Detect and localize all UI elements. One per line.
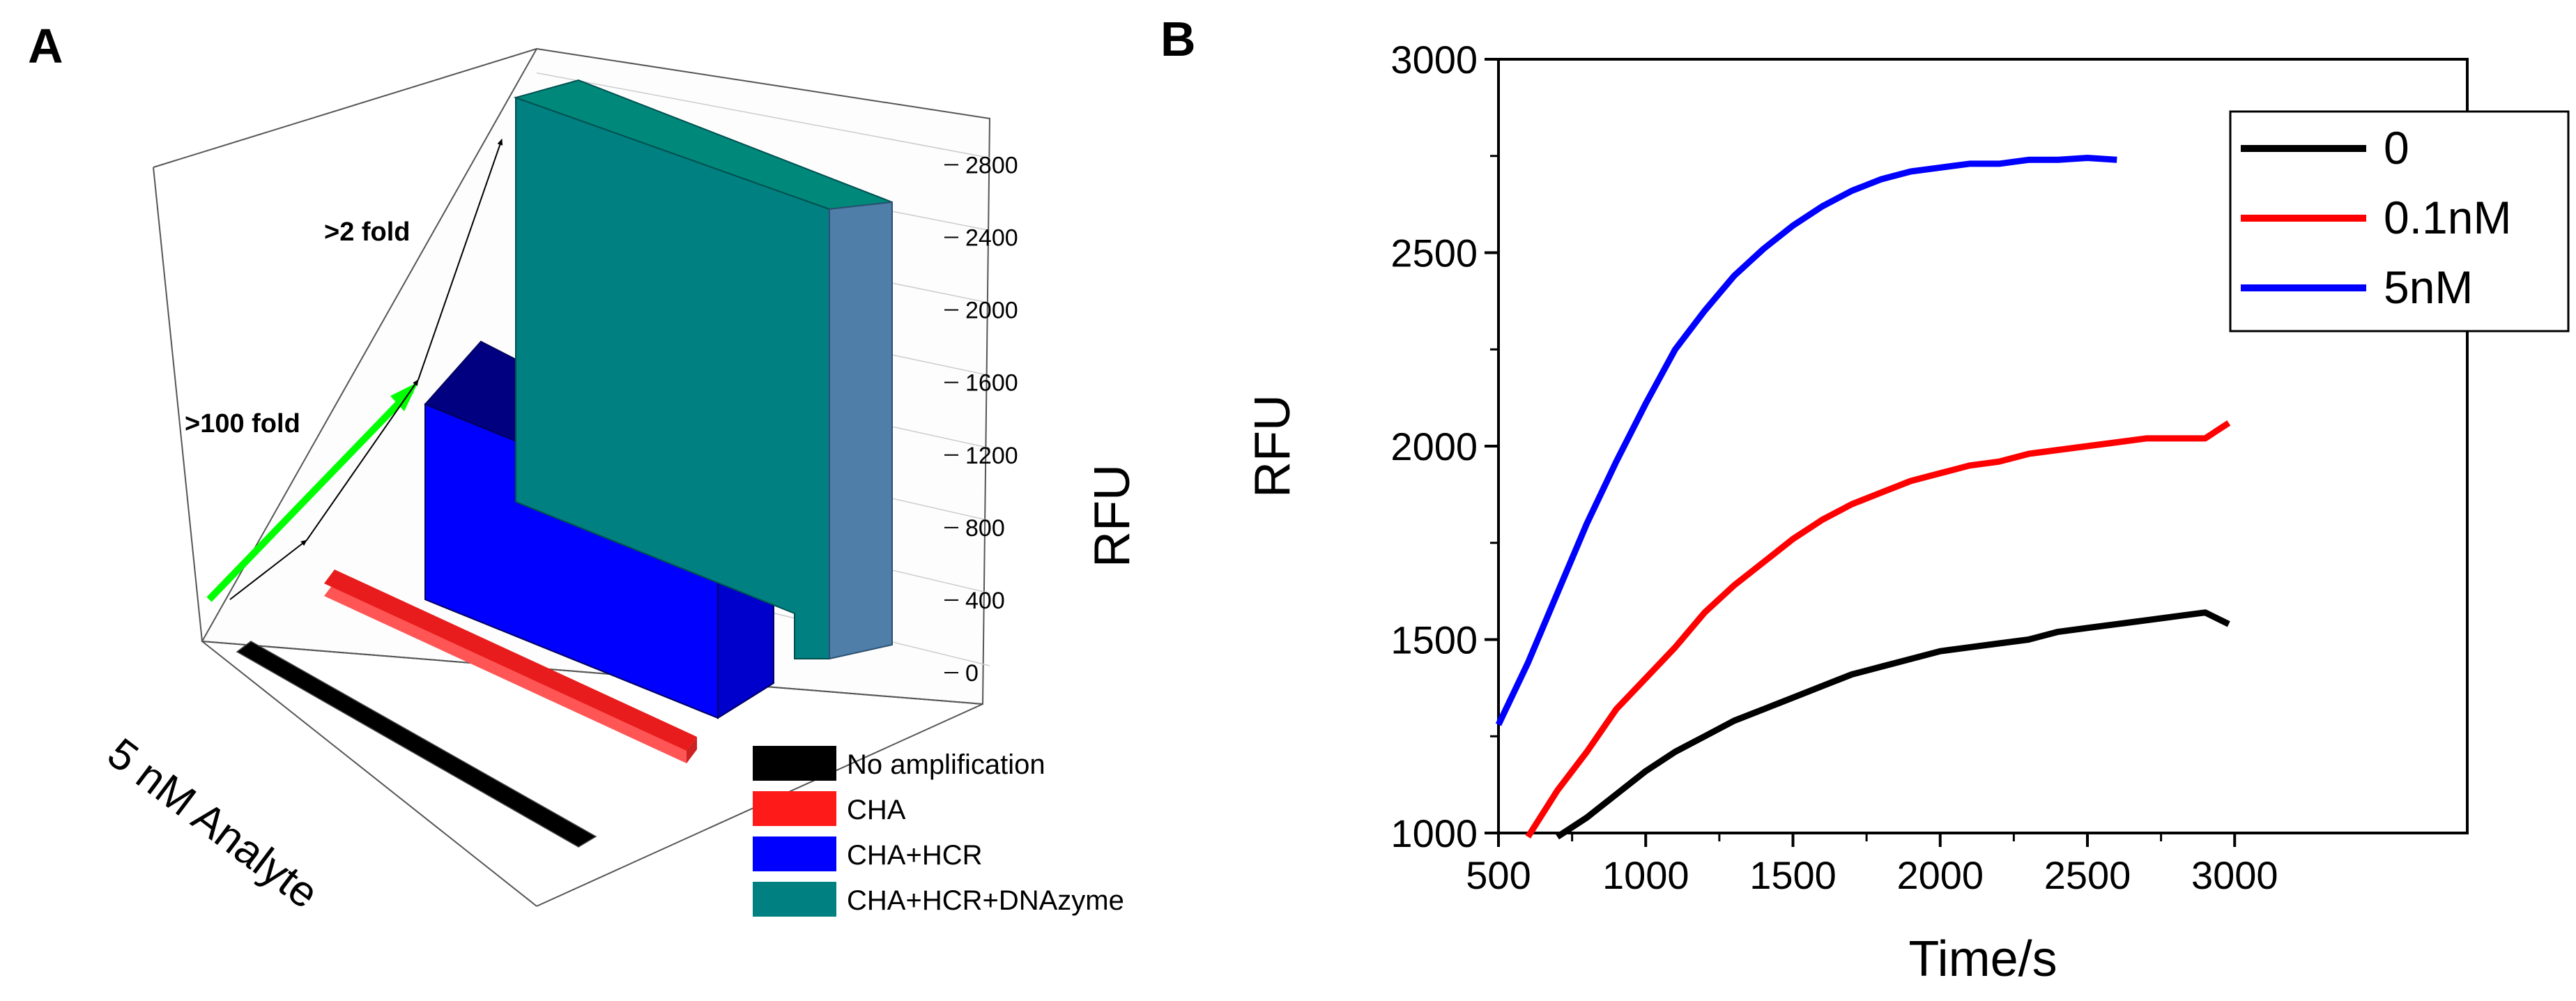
z-axis-label: RFU bbox=[1084, 464, 1140, 567]
annotation-2-fold: >2 fold bbox=[324, 217, 411, 247]
y-tick-label: 2000 bbox=[1390, 425, 1478, 468]
series-line-2 bbox=[1495, 155, 2117, 726]
x-tick-label: 1500 bbox=[1749, 853, 1837, 897]
bar-top bbox=[324, 570, 697, 751]
bar-cha-hcr-dnazyme bbox=[513, 79, 893, 660]
legend-label-no-amplification: No amplification bbox=[847, 749, 1045, 780]
z-tick-label: 0 bbox=[965, 660, 979, 687]
legend-label-cha-hcr: CHA+HCR bbox=[847, 840, 982, 871]
panel-a: A bbox=[28, 19, 1140, 918]
bar-side bbox=[829, 201, 893, 660]
z-tick-label: 1600 bbox=[965, 370, 1018, 397]
panel-b: B 500 1000 1500 2000 2500 3000100015002000250… bbox=[1160, 12, 2570, 987]
z-tick-label: 2000 bbox=[965, 298, 1018, 324]
z-axis-ticks: 0 400 800 1200 1600 2000 2400 2800 bbox=[944, 152, 1018, 687]
bar-no-amplification bbox=[236, 641, 597, 848]
y-axis-label: RFU bbox=[1245, 395, 1301, 498]
x-tick-label: 2500 bbox=[2044, 853, 2131, 897]
y-tick-label: 1000 bbox=[1390, 811, 1478, 855]
y-tick-label: 1500 bbox=[1390, 618, 1478, 662]
x-tick-label: 3000 bbox=[2191, 853, 2278, 897]
panel-b-label: B bbox=[1160, 12, 1196, 66]
green-arrow bbox=[206, 388, 414, 602]
bar-side bbox=[687, 737, 697, 763]
gridline bbox=[536, 72, 990, 159]
legend-swatch-no-amplification bbox=[753, 746, 836, 781]
legend-label-cha: CHA bbox=[847, 795, 906, 825]
z-tick-label: 800 bbox=[965, 515, 1005, 542]
legend-label-5nm: 5nM bbox=[2384, 261, 2473, 313]
x-axis-label-b: Time/s bbox=[1908, 931, 2057, 987]
series-line-0 bbox=[1556, 609, 2230, 840]
legend-swatch-cha-hcr bbox=[753, 836, 836, 871]
y-tick-label: 3000 bbox=[1390, 38, 1478, 82]
legend-swatch-cha bbox=[753, 791, 836, 826]
bar-front bbox=[324, 582, 697, 763]
x-axis-label: 5 nM Analyte bbox=[99, 729, 328, 918]
series-line-1 bbox=[1525, 420, 2231, 839]
x-tick-label: 500 bbox=[1466, 853, 1531, 897]
panel-a-label: A bbox=[28, 19, 63, 73]
z-tick-label: 2800 bbox=[965, 152, 1018, 178]
thin-arrow-mid bbox=[306, 379, 419, 541]
x-tick-label: 1000 bbox=[1602, 853, 1689, 897]
x-tick-label: 2000 bbox=[1896, 853, 1984, 897]
z-tick-label: 2400 bbox=[965, 225, 1018, 252]
series-group bbox=[1495, 155, 2231, 840]
y-tick-label: 2500 bbox=[1390, 231, 1478, 275]
annotation-100-fold: >100 fold bbox=[185, 409, 300, 438]
thin-arrow-high bbox=[417, 139, 503, 381]
z-tick-label: 1200 bbox=[965, 443, 1018, 469]
legend-swatch-cha-hcr-dnazyme bbox=[753, 882, 836, 917]
bar-top bbox=[236, 641, 597, 848]
z-tick-label: 400 bbox=[965, 588, 1005, 614]
legend-label-cha-hcr-dnazyme: CHA+HCR+DNAzyme bbox=[847, 885, 1124, 916]
legend-a: No amplification CHA CHA+HCR CHA+HCR+DNA… bbox=[753, 746, 1124, 917]
legend-label-0-1nm: 0.1nM bbox=[2384, 192, 2511, 243]
legend-label-0: 0 bbox=[2384, 122, 2409, 174]
legend-b: 0 0.1nM 5nM bbox=[2229, 110, 2570, 333]
bar-cha bbox=[324, 570, 697, 763]
thin-arrow-low bbox=[229, 540, 307, 600]
axis-ticks-b: 500 1000 1500 2000 2500 300010001500200025003… bbox=[1390, 38, 2278, 897]
